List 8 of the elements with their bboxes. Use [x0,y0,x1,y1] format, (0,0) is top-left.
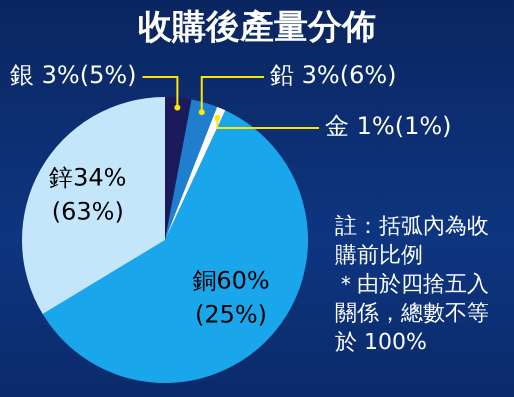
text: 註：括弧內為收購前比例 [335,213,490,270]
slice-label: 鋅34%(63%) [49,164,126,226]
text: ＊由於四捨五入關係，總數不等於 100% [335,271,490,357]
chart-title: 收購後產量分佈 [137,6,377,49]
slice-label: 銅60%(25%) [192,266,270,328]
slice-label: 銀 3%(5%) [10,61,137,90]
slice-label: 金 1%(1%) [325,112,452,140]
slice-label: 鉛 3%(6%) [270,61,397,90]
